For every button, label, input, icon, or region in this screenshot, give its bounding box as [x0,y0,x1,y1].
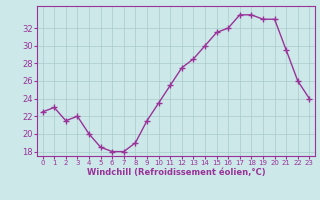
X-axis label: Windchill (Refroidissement éolien,°C): Windchill (Refroidissement éolien,°C) [87,168,265,177]
